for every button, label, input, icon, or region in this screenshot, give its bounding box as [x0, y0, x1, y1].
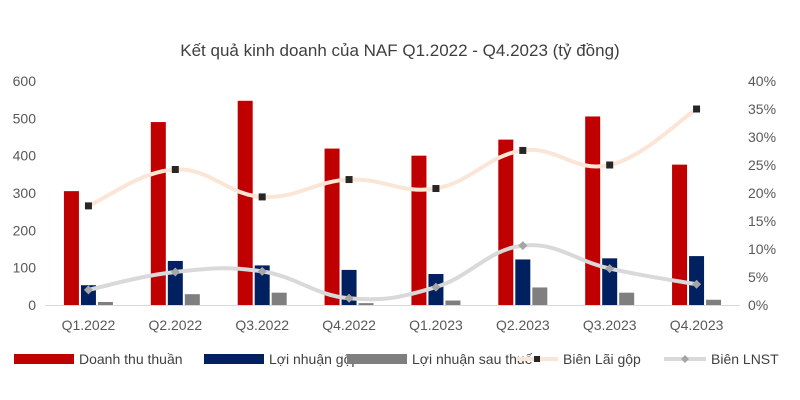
axis-x: Q1.2022 Q2.2022 Q3.2022 Q4.2022 Q1.2023 Q2.20…	[45, 305, 740, 333]
bar-series2-6	[619, 292, 635, 305]
bar-series2-7	[706, 299, 722, 305]
marker-series4-4	[431, 282, 441, 292]
y-right-tick-label: 15%	[748, 213, 776, 229]
legend-label-2: Lợi nhuận sau thuế	[412, 351, 533, 367]
bar-series2-3	[358, 303, 374, 305]
marker-series4-7	[692, 279, 702, 289]
legend-label-3: Biên Lãi gộp	[563, 351, 641, 367]
marker-series3-5	[519, 146, 527, 154]
y-left-tick-label: 0	[28, 297, 36, 313]
bar-series2-0	[97, 302, 113, 305]
lines-layer	[83, 105, 702, 303]
bar-series0-6	[585, 116, 601, 305]
legend-marker-3	[534, 356, 540, 362]
marker-series3-4	[432, 185, 440, 193]
legend-swatch-1	[204, 354, 264, 364]
y-right-tick-label: 25%	[748, 157, 776, 173]
y-right-tick-label: 10%	[748, 241, 776, 257]
bar-series2-2	[271, 292, 287, 305]
legend-label-1: Lợi nhuận gộp	[269, 351, 359, 367]
x-tick-label: Q3.2022	[235, 317, 289, 333]
bar-series2-4	[445, 300, 461, 305]
marker-series4-5	[518, 241, 528, 251]
x-tick-label: Q4.2023	[670, 317, 724, 333]
x-tick-label: Q3.2023	[583, 317, 637, 333]
marker-series3-1	[171, 165, 179, 173]
legend: Doanh thu thuần Lợi nhuận gộp Lợi nhuận sa…	[14, 351, 779, 367]
x-tick-label: Q2.2022	[148, 317, 202, 333]
axis-right: 0% 5% 10% 15% 20% 25% 30% 35% 40%	[748, 73, 776, 313]
x-tick-label: Q1.2022	[62, 317, 116, 333]
chart-title: Kết quả kinh doanh của NAF Q1.2022 - Q4.…	[180, 41, 619, 60]
bar-series0-0	[63, 191, 79, 305]
line-series3	[86, 107, 699, 208]
bar-series2-1	[184, 294, 200, 305]
y-left-tick-label: 200	[13, 222, 37, 238]
x-tick-label: Q1.2023	[409, 317, 463, 333]
x-tick-label: Q4.2022	[322, 317, 376, 333]
marker-series3-2	[258, 193, 266, 201]
legend-label-4: Biên LNST	[711, 351, 779, 367]
y-left-tick-label: 600	[13, 73, 37, 89]
axis-left: 0 100 200 300 400 500 600	[13, 73, 37, 313]
bar-series0-4	[411, 155, 427, 305]
y-left-tick-label: 100	[13, 260, 37, 276]
y-right-tick-label: 40%	[748, 73, 776, 89]
legend-label-0: Doanh thu thuần	[79, 351, 183, 367]
marker-series4-3	[344, 293, 354, 303]
x-tick-label: Q2.2023	[496, 317, 550, 333]
legend-swatch-0	[14, 354, 74, 364]
y-left-tick-label: 400	[13, 148, 37, 164]
y-left-tick-label: 300	[13, 185, 37, 201]
y-right-tick-label: 20%	[748, 185, 776, 201]
marker-series4-6	[605, 264, 615, 274]
bars-layer	[63, 100, 722, 305]
marker-series3-3	[345, 176, 353, 184]
y-right-tick-label: 30%	[748, 129, 776, 145]
y-left-tick-label: 500	[13, 110, 37, 126]
bar-series1-5	[515, 259, 531, 305]
legend-swatch-2	[347, 354, 407, 364]
y-right-tick-label: 35%	[748, 101, 776, 117]
y-right-tick-label: 0%	[748, 297, 768, 313]
bar-series0-7	[672, 164, 688, 305]
line-series4	[86, 243, 699, 302]
legend-marker-4	[681, 355, 689, 363]
marker-series3-6	[606, 161, 614, 169]
bar-series2-5	[532, 287, 548, 305]
bar-series0-3	[324, 148, 340, 305]
marker-series3-7	[693, 105, 701, 113]
marker-series4-0	[83, 285, 93, 295]
marker-series3-0	[84, 202, 92, 210]
bar-series0-5	[498, 139, 514, 305]
bar-series1-2	[254, 265, 270, 305]
marker-series4-1	[170, 267, 180, 277]
bar-series0-1	[150, 122, 166, 305]
bar-series0-2	[237, 100, 253, 305]
y-right-tick-label: 5%	[748, 269, 768, 285]
marker-series4-2	[257, 266, 267, 276]
